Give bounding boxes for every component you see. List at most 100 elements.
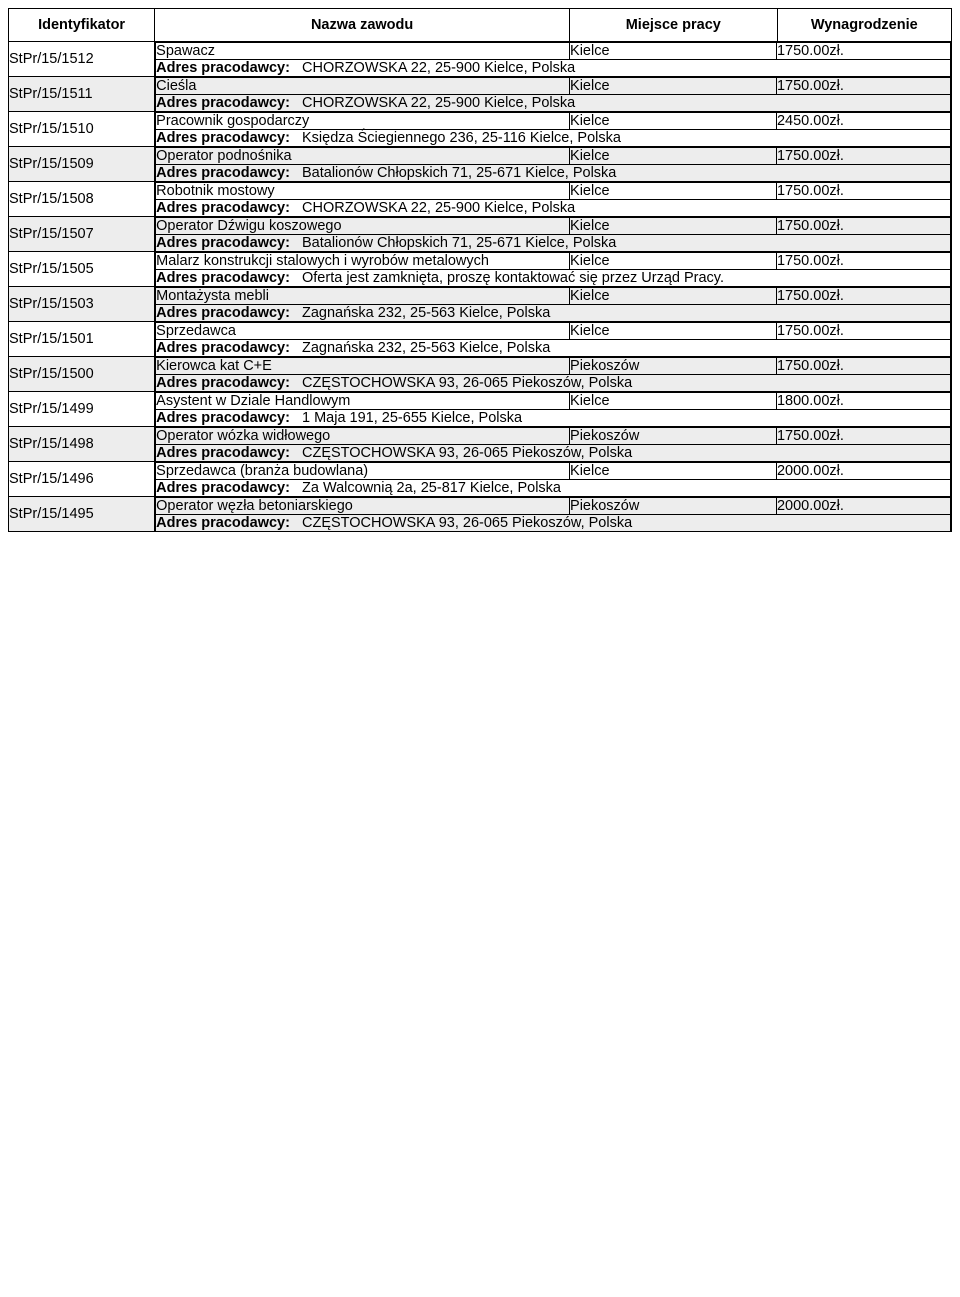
cell-wage: 2000.00zł. — [776, 463, 950, 480]
table-row: StPr/15/1495Operator węzła betoniarskieg… — [9, 497, 952, 532]
cell-wage: 1750.00zł. — [776, 428, 950, 445]
detail-row: Malarz konstrukcji stalowych i wyrobów m… — [156, 253, 951, 270]
detail-row: Asystent w Dziale HandlowymKielce1800.00… — [156, 393, 951, 410]
cell-identifier: StPr/15/1505 — [9, 252, 155, 287]
cell-identifier: StPr/15/1507 — [9, 217, 155, 252]
cell-details: Operator węzła betoniarskiegoPiekoszów20… — [155, 497, 952, 532]
cell-identifier: StPr/15/1503 — [9, 287, 155, 322]
cell-wage: 1750.00zł. — [776, 288, 950, 305]
address-row: Adres pracodawcy: CHORZOWSKA 22, 25-900 … — [156, 200, 951, 217]
cell-employer-address: Adres pracodawcy: CZĘSTOCHOWSKA 93, 26-0… — [156, 375, 951, 392]
cell-identifier: StPr/15/1509 — [9, 147, 155, 182]
cell-details: SprzedawcaKielce1750.00zł.Adres pracodaw… — [155, 322, 952, 357]
cell-wage: 2000.00zł. — [776, 498, 950, 515]
address-text: CZĘSTOCHOWSKA 93, 26-065 Piekoszów, Pols… — [302, 515, 632, 531]
detail-row: SprzedawcaKielce1750.00zł. — [156, 323, 951, 340]
cell-employer-address: Adres pracodawcy: CHORZOWSKA 22, 25-900 … — [156, 95, 951, 112]
cell-workplace: Kielce — [570, 113, 777, 130]
cell-employer-address: Adres pracodawcy: CHORZOWSKA 22, 25-900 … — [156, 200, 951, 217]
detail-row: Operator wózka widłowegoPiekoszów1750.00… — [156, 428, 951, 445]
cell-job-name: Spawacz — [156, 43, 570, 60]
cell-details: Operator Dźwigu koszowegoKielce1750.00zł… — [155, 217, 952, 252]
cell-workplace: Kielce — [570, 288, 777, 305]
detail-row: CieślaKielce1750.00zł. — [156, 78, 951, 95]
detail-row: Kierowca kat C+EPiekoszów1750.00zł. — [156, 358, 951, 375]
address-label: Adres pracodawcy: — [156, 235, 290, 251]
address-label: Adres pracodawcy: — [156, 200, 290, 216]
cell-identifier: StPr/15/1511 — [9, 77, 155, 112]
address-label: Adres pracodawcy: — [156, 340, 290, 356]
inner-table: Malarz konstrukcji stalowych i wyrobów m… — [155, 252, 951, 286]
address-row: Adres pracodawcy: Zagnańska 232, 25-563 … — [156, 305, 951, 322]
table-body: StPr/15/1512SpawaczKielce1750.00zł.Adres… — [9, 42, 952, 532]
address-text: Oferta jest zamknięta, proszę kontaktowa… — [302, 270, 724, 286]
inner-table: Operator wózka widłowegoPiekoszów1750.00… — [155, 427, 951, 461]
cell-job-name: Operator wózka widłowego — [156, 428, 570, 445]
table-row: StPr/15/1500Kierowca kat C+EPiekoszów175… — [9, 357, 952, 392]
cell-wage: 1800.00zł. — [776, 393, 950, 410]
cell-workplace: Piekoszów — [570, 358, 777, 375]
cell-workplace: Kielce — [570, 393, 777, 410]
header-place: Miejsce pracy — [570, 9, 777, 42]
cell-details: Sprzedawca (branża budowlana)Kielce2000.… — [155, 462, 952, 497]
cell-job-name: Cieśla — [156, 78, 570, 95]
cell-details: CieślaKielce1750.00zł.Adres pracodawcy: … — [155, 77, 952, 112]
cell-job-name: Sprzedawca (branża budowlana) — [156, 463, 570, 480]
cell-employer-address: Adres pracodawcy: CHORZOWSKA 22, 25-900 … — [156, 60, 951, 77]
address-label: Adres pracodawcy: — [156, 445, 290, 461]
cell-wage: 1750.00zł. — [776, 253, 950, 270]
cell-job-name: Malarz konstrukcji stalowych i wyrobów m… — [156, 253, 570, 270]
cell-details: Robotnik mostowyKielce1750.00zł.Adres pr… — [155, 182, 952, 217]
detail-row: Operator podnośnikaKielce1750.00zł. — [156, 148, 951, 165]
cell-identifier: StPr/15/1495 — [9, 497, 155, 532]
header-name: Nazwa zawodu — [155, 9, 570, 42]
address-text: CZĘSTOCHOWSKA 93, 26-065 Piekoszów, Pols… — [302, 375, 632, 391]
address-row: Adres pracodawcy: 1 Maja 191, 25-655 Kie… — [156, 410, 951, 427]
header-wage: Wynagrodzenie — [777, 9, 951, 42]
inner-table: Operator podnośnikaKielce1750.00zł.Adres… — [155, 147, 951, 181]
table-row: StPr/15/1501SprzedawcaKielce1750.00zł.Ad… — [9, 322, 952, 357]
inner-table: Asystent w Dziale HandlowymKielce1800.00… — [155, 392, 951, 426]
address-row: Adres pracodawcy: CZĘSTOCHOWSKA 93, 26-0… — [156, 515, 951, 532]
address-text: CHORZOWSKA 22, 25-900 Kielce, Polska — [302, 60, 575, 76]
address-label: Adres pracodawcy: — [156, 95, 290, 111]
inner-table: Robotnik mostowyKielce1750.00zł.Adres pr… — [155, 182, 951, 216]
table-row: StPr/15/1510Pracownik gospodarczyKielce2… — [9, 112, 952, 147]
address-row: Adres pracodawcy: CHORZOWSKA 22, 25-900 … — [156, 60, 951, 77]
cell-workplace: Piekoszów — [570, 428, 777, 445]
address-label: Adres pracodawcy: — [156, 515, 290, 531]
cell-workplace: Kielce — [570, 148, 777, 165]
inner-table: Sprzedawca (branża budowlana)Kielce2000.… — [155, 462, 951, 496]
address-row: Adres pracodawcy: Batalionów Chłopskich … — [156, 165, 951, 182]
address-text: CZĘSTOCHOWSKA 93, 26-065 Piekoszów, Pols… — [302, 445, 632, 461]
cell-employer-address: Adres pracodawcy: 1 Maja 191, 25-655 Kie… — [156, 410, 951, 427]
inner-table: Pracownik gospodarczyKielce2450.00zł.Adr… — [155, 112, 951, 146]
detail-row: Sprzedawca (branża budowlana)Kielce2000.… — [156, 463, 951, 480]
cell-wage: 1750.00zł. — [776, 148, 950, 165]
cell-identifier: StPr/15/1508 — [9, 182, 155, 217]
cell-identifier: StPr/15/1500 — [9, 357, 155, 392]
address-label: Adres pracodawcy: — [156, 375, 290, 391]
detail-row: Montażysta mebliKielce1750.00zł. — [156, 288, 951, 305]
cell-wage: 1750.00zł. — [776, 43, 950, 60]
address-text: Zagnańska 232, 25-563 Kielce, Polska — [302, 340, 550, 356]
cell-identifier: StPr/15/1510 — [9, 112, 155, 147]
cell-wage: 2450.00zł. — [776, 113, 950, 130]
inner-table: Kierowca kat C+EPiekoszów1750.00zł.Adres… — [155, 357, 951, 391]
cell-workplace: Kielce — [570, 43, 777, 60]
cell-job-name: Sprzedawca — [156, 323, 570, 340]
detail-row: Operator węzła betoniarskiegoPiekoszów20… — [156, 498, 951, 515]
cell-details: Operator wózka widłowegoPiekoszów1750.00… — [155, 427, 952, 462]
cell-identifier: StPr/15/1496 — [9, 462, 155, 497]
table-row: StPr/15/1498Operator wózka widłowegoPiek… — [9, 427, 952, 462]
table-row: StPr/15/1499Asystent w Dziale HandlowymK… — [9, 392, 952, 427]
table-row: StPr/15/1505Malarz konstrukcji stalowych… — [9, 252, 952, 287]
cell-employer-address: Adres pracodawcy: CZĘSTOCHOWSKA 93, 26-0… — [156, 445, 951, 462]
cell-employer-address: Adres pracodawcy: CZĘSTOCHOWSKA 93, 26-0… — [156, 515, 951, 532]
cell-employer-address: Adres pracodawcy: Księdza Ściegiennego 2… — [156, 130, 951, 147]
cell-workplace: Kielce — [570, 253, 777, 270]
detail-row: SpawaczKielce1750.00zł. — [156, 43, 951, 60]
inner-table: Operator węzła betoniarskiegoPiekoszów20… — [155, 497, 951, 531]
cell-employer-address: Adres pracodawcy: Za Walcownią 2a, 25-81… — [156, 480, 951, 497]
inner-table: CieślaKielce1750.00zł.Adres pracodawcy: … — [155, 77, 951, 111]
